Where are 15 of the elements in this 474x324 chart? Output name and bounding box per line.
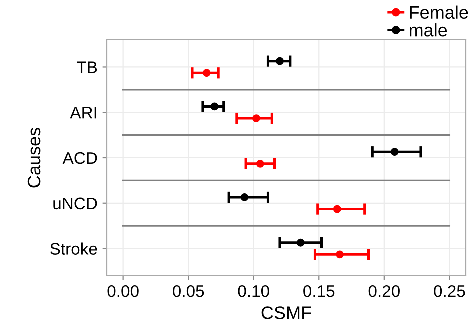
x-tick-label: 0.05: [173, 285, 204, 298]
y-axis-title: Causes: [28, 128, 41, 188]
legend-label: Female: [410, 6, 468, 20]
y-tick-label: TB: [77, 62, 98, 74]
y-tick-label: uNCD: [54, 198, 98, 210]
x-tick-label: 0.25: [434, 285, 466, 298]
x-tick-label: 0.00: [108, 285, 139, 298]
x-tick-label: 0.15: [304, 285, 335, 298]
y-tick-label: Stroke: [50, 242, 98, 255]
x-axis-title: CSMF: [262, 306, 312, 320]
y-tick-label: ARI: [70, 107, 96, 119]
legend-label: male: [410, 24, 448, 37]
y-tick-label: ACD: [62, 152, 98, 164]
x-tick-label: 0.10: [238, 285, 270, 298]
x-tick-label: 0.20: [368, 285, 400, 298]
